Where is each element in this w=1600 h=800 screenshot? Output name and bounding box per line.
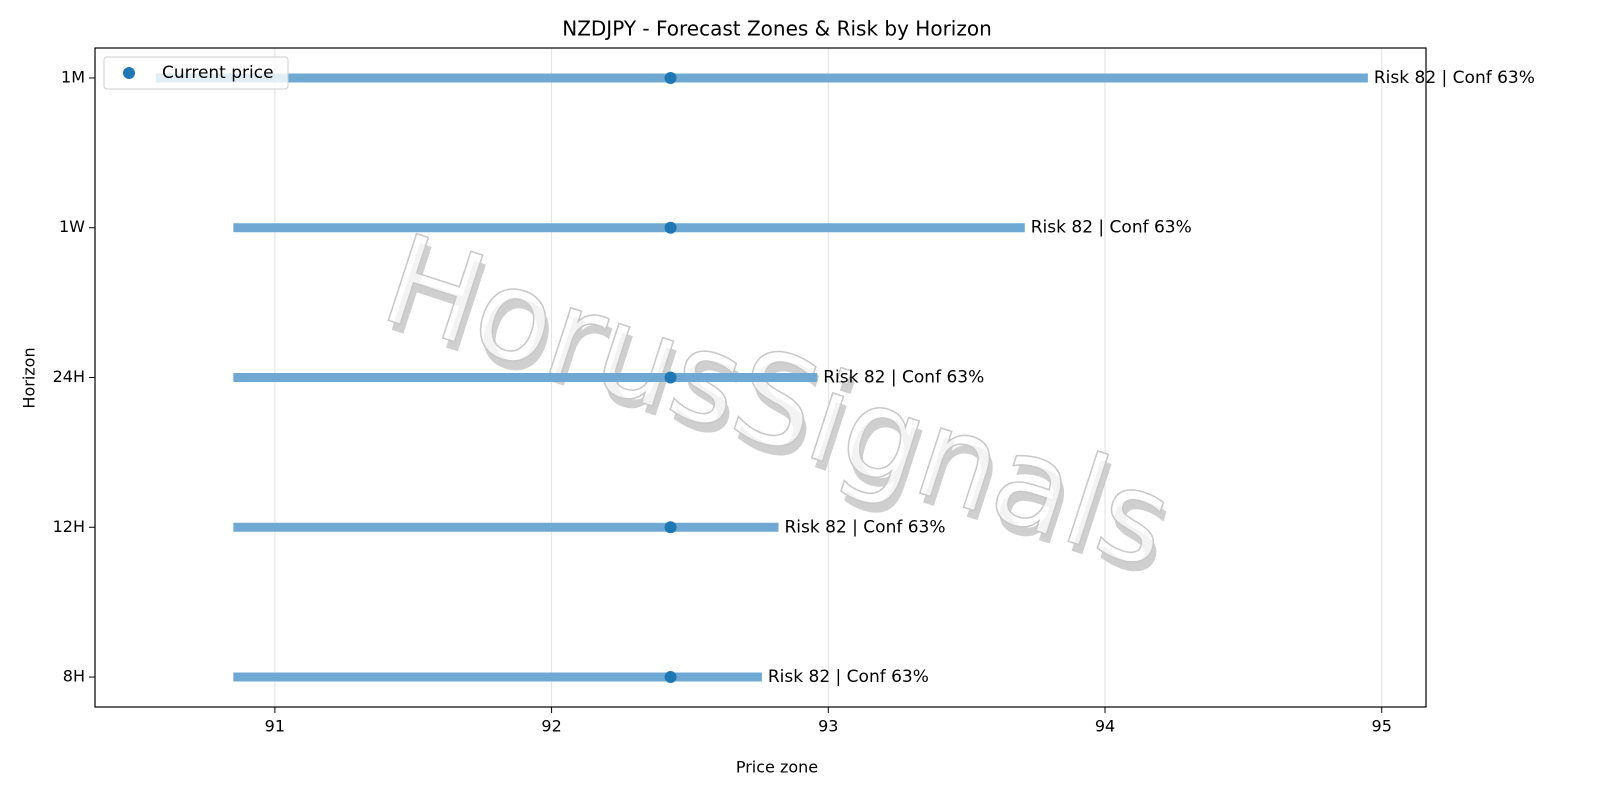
y-axis-label: Horizon (20, 347, 39, 408)
y-tick-label: 1W (59, 217, 85, 236)
plot-area: Risk 82 | Conf 63% Risk 82 | Conf 63% Risk… (155, 68, 1535, 687)
x-tick-label: 92 (541, 717, 561, 736)
chart-title: NZDJPY - Forecast Zones & Risk by Horizo… (562, 17, 992, 41)
legend-marker (123, 67, 135, 79)
x-tick-label: 94 (1095, 717, 1115, 736)
x-tick-label: 91 (265, 717, 285, 736)
legend-box (103, 56, 289, 90)
risk-annotation: Risk 82 | Conf 63% (768, 667, 929, 687)
x-tick-label: 95 (1372, 717, 1392, 736)
y-tick-label: 12H (53, 517, 85, 536)
legend: Current price (103, 56, 289, 90)
current-price-dot (664, 371, 677, 384)
x-axis-label: Price zone (736, 758, 818, 777)
current-price-dot (664, 221, 677, 234)
y-tick-label: 24H (53, 367, 85, 386)
current-price-dot (664, 671, 677, 684)
x-tick-label: 93 (818, 717, 838, 736)
current-price-dot (664, 71, 677, 84)
y-tick-label: 8H (63, 667, 85, 686)
risk-annotation: Risk 82 | Conf 63% (1374, 68, 1535, 88)
current-price-dot (664, 521, 677, 534)
y-tick-label: 1M (61, 67, 85, 86)
risk-annotation: Risk 82 | Conf 63% (823, 368, 984, 388)
risk-annotation: Risk 82 | Conf 63% (1031, 218, 1192, 238)
risk-annotation: Risk 82 | Conf 63% (784, 517, 945, 537)
legend-label: Current price (162, 63, 274, 83)
